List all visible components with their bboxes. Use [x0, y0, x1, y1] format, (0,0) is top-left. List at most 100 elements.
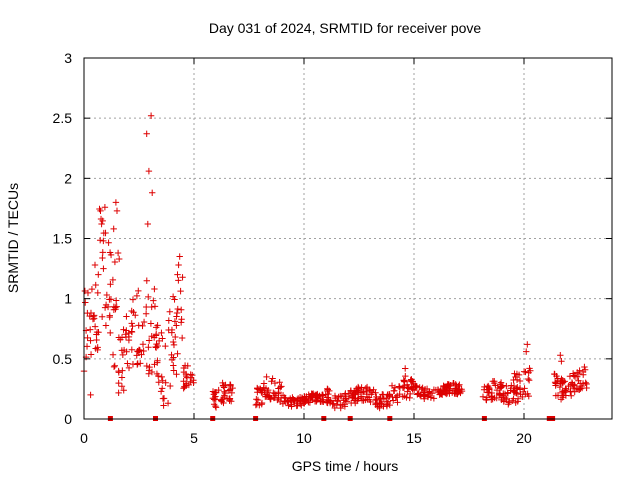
data-point — [427, 394, 435, 401]
data-point — [576, 386, 583, 393]
data-point — [394, 399, 401, 406]
data-point — [154, 357, 161, 364]
data-point — [97, 215, 105, 223]
data-point — [229, 384, 236, 392]
data-point — [176, 253, 183, 260]
data-point — [139, 322, 146, 330]
data-point — [135, 322, 142, 329]
data-point — [337, 404, 344, 412]
y-axis-label: SRMTID / TECUs — [5, 183, 21, 293]
data-point — [87, 337, 94, 344]
data-point — [129, 296, 137, 303]
data-point — [148, 303, 155, 311]
data-point — [407, 390, 414, 398]
data-point — [353, 397, 361, 405]
data-point — [360, 388, 368, 395]
data-point — [520, 368, 528, 375]
data-point — [173, 371, 180, 378]
data-point — [168, 326, 176, 334]
data-point — [335, 393, 342, 401]
data-point — [170, 341, 178, 349]
x-axis-label: GPS time / hours — [292, 458, 399, 474]
data-point — [182, 370, 190, 378]
data-point — [551, 371, 558, 378]
data-point — [263, 373, 270, 381]
data-point — [326, 387, 333, 395]
data-point — [559, 388, 566, 395]
data-point — [160, 402, 167, 409]
y-tick-label: 1.5 — [53, 231, 73, 247]
data-point — [112, 304, 119, 311]
data-point — [93, 336, 100, 344]
data-point — [451, 385, 459, 393]
data-point — [145, 293, 152, 301]
data-point — [87, 309, 95, 317]
data-point — [136, 347, 144, 354]
data-point — [326, 398, 334, 405]
data-point — [318, 391, 326, 399]
data-point — [187, 378, 194, 385]
data-point — [169, 293, 177, 300]
data-point — [488, 393, 496, 401]
data-point — [171, 318, 179, 325]
data-point — [324, 394, 331, 401]
data-point — [400, 384, 408, 391]
data-point — [183, 374, 191, 381]
data-point — [178, 334, 186, 342]
data-point — [179, 274, 186, 281]
data-point — [215, 386, 222, 394]
data-point — [86, 326, 94, 333]
data-point — [145, 167, 153, 175]
data-point — [308, 393, 316, 400]
data-point — [258, 401, 265, 408]
data-point — [149, 189, 156, 196]
data-point — [377, 394, 384, 402]
data-point — [525, 375, 532, 383]
data-point — [458, 387, 466, 395]
data-point — [226, 396, 234, 403]
data-point — [508, 382, 515, 389]
data-point — [174, 271, 181, 278]
data-point — [372, 389, 379, 396]
data-point — [106, 296, 113, 303]
data-point — [166, 382, 174, 390]
data-point — [91, 261, 99, 269]
data-point — [113, 207, 121, 215]
data-point — [342, 395, 350, 402]
x-tick-labels: 0 5 10 15 20 — [80, 430, 532, 446]
data-point — [181, 362, 189, 369]
data-point — [172, 333, 179, 341]
data-point — [107, 281, 114, 288]
data-point — [264, 388, 271, 396]
data-point — [525, 392, 532, 400]
data-point — [413, 383, 421, 390]
data-point — [100, 265, 107, 272]
data-point — [143, 362, 150, 370]
data-point — [189, 371, 196, 379]
data-point — [485, 389, 493, 396]
data-point — [160, 395, 168, 402]
data-point — [140, 318, 148, 326]
data-point — [115, 379, 122, 387]
data-point — [134, 360, 141, 367]
data-point — [512, 399, 519, 406]
data-point — [135, 287, 142, 295]
data-point — [228, 389, 236, 397]
data-point — [170, 367, 177, 374]
data-point — [300, 399, 307, 407]
data-point — [270, 389, 277, 397]
data-point — [118, 383, 126, 390]
data-point — [489, 378, 497, 385]
data-point — [147, 320, 155, 327]
x-tick-label: 15 — [406, 430, 422, 446]
data-point — [134, 361, 141, 368]
data-point — [562, 385, 569, 392]
data-point — [158, 373, 165, 381]
data-point — [380, 395, 388, 403]
data-point — [162, 342, 169, 350]
data-point — [395, 383, 403, 390]
data-point — [284, 397, 291, 405]
data-point — [116, 255, 123, 263]
data-point — [400, 376, 407, 384]
